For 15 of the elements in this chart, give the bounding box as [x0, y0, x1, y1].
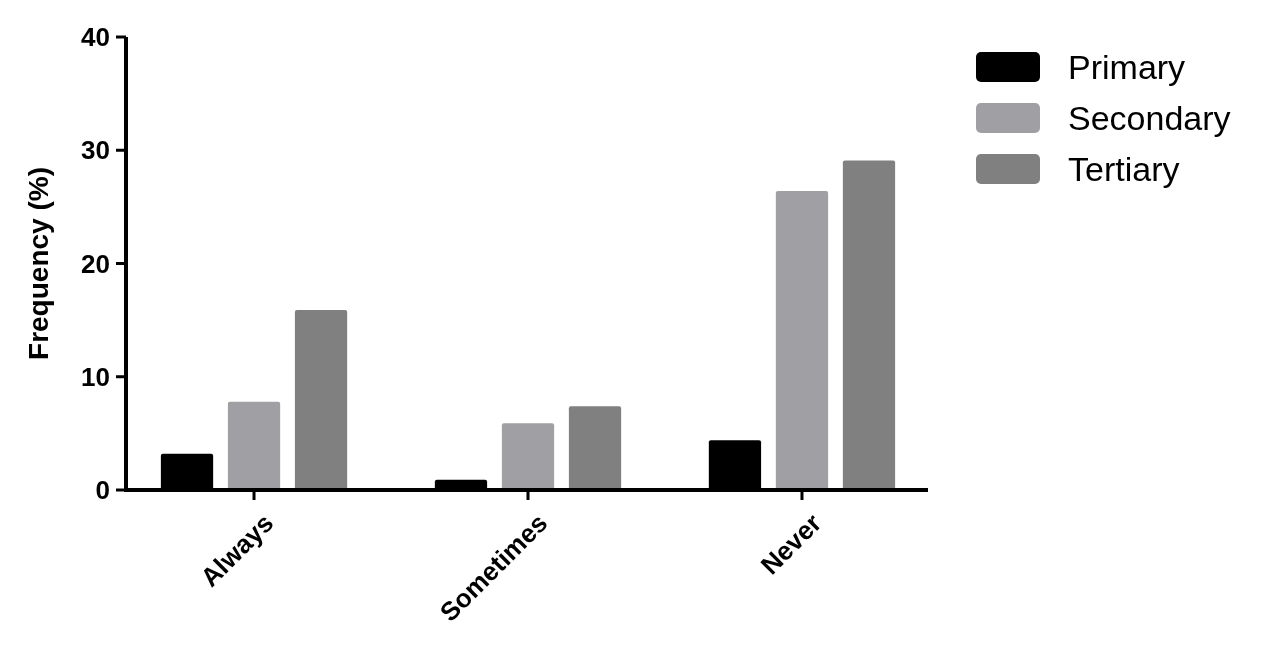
bar	[842, 160, 896, 490]
bar	[294, 309, 348, 490]
y-tick-label: 40	[81, 22, 110, 53]
y-tick-label: 10	[81, 361, 110, 392]
legend-label: Tertiary	[1068, 149, 1180, 188]
y-axis-title: Frequency (%)	[23, 167, 54, 360]
bar	[568, 406, 622, 490]
bar	[775, 191, 829, 490]
legend-label: Secondary	[1068, 98, 1231, 137]
bar	[501, 423, 555, 490]
y-tick-label: 30	[81, 135, 110, 166]
bar	[227, 401, 281, 490]
legend-label: Primary	[1068, 47, 1186, 86]
y-tick-label: 0	[95, 475, 110, 506]
y-tick-label: 20	[81, 248, 110, 279]
